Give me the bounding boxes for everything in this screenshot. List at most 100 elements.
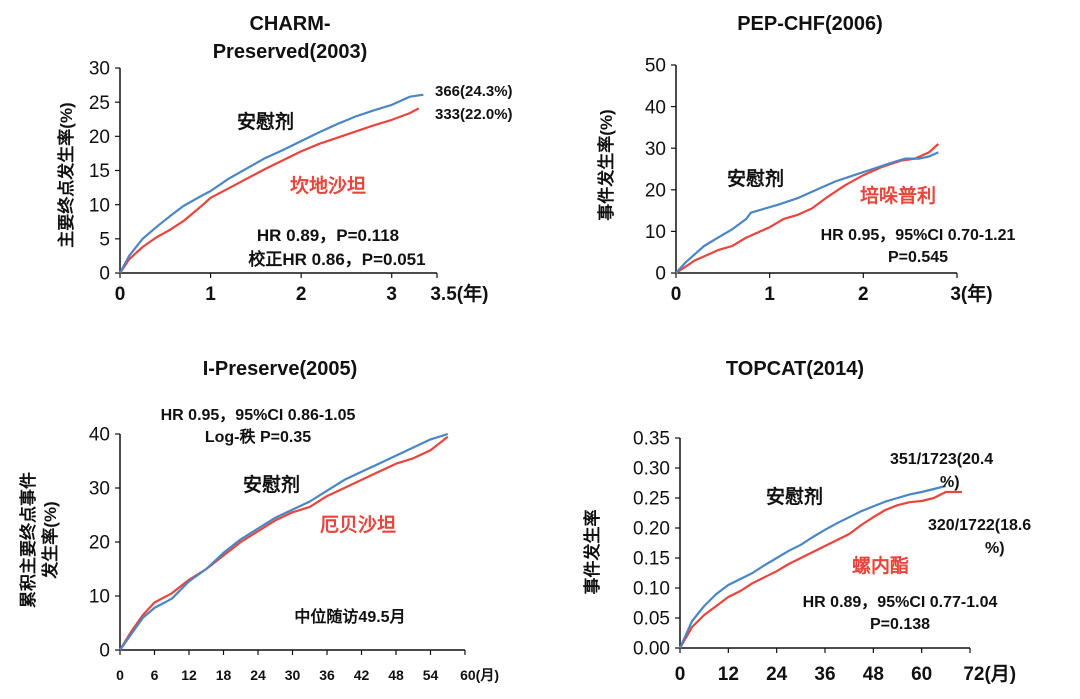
pep-y-tick-label: 40 bbox=[645, 97, 666, 118]
topcat-y-tick-label: 0.25 bbox=[633, 489, 670, 510]
ipreserve-x-tick-label: 12 bbox=[181, 667, 197, 683]
charm-x-tick-label: 1 bbox=[205, 284, 216, 305]
topcat-y-tick-label: 0.30 bbox=[633, 459, 670, 480]
topcat-end-label-placebo-line2: %) bbox=[940, 474, 960, 491]
charm-y-tick-label: 20 bbox=[89, 127, 110, 148]
ipreserve-y-tick-label: 20 bbox=[89, 533, 110, 554]
pep-panel: PEP-CHF(2006) 事件发生率(%) 0 10 20 30 40 50 0 1 2 3(年… bbox=[596, 13, 1015, 305]
topcat-x-tick-label: 24 bbox=[766, 664, 788, 685]
ipreserve-y-tick-label: 10 bbox=[89, 587, 110, 608]
charm-x-tick-label: 3.5(年) bbox=[430, 282, 488, 305]
pep-y-tick-label: 0 bbox=[655, 264, 666, 285]
pep-x-tick-label: 1 bbox=[764, 284, 775, 305]
topcat-p-annotation: P=0.138 bbox=[870, 616, 930, 633]
charm-placebo-line bbox=[119, 93, 424, 274]
charm-placebo-label: 安慰剂 bbox=[237, 110, 294, 133]
charm-title-line2: Preserved(2003) bbox=[213, 41, 368, 63]
pep-title: PEP-CHF(2006) bbox=[737, 13, 883, 35]
charm-x-tick-label: 3 bbox=[386, 284, 397, 305]
topcat-end-label-treatment-line1: 320/1722(18.6 bbox=[928, 517, 1031, 534]
pep-ylabel: 事件发生率(%) bbox=[596, 109, 616, 220]
ipreserve-y-tick-label: 30 bbox=[89, 479, 110, 500]
charm-title-line1: CHARM- bbox=[249, 13, 330, 35]
ipreserve-x-tick-label: 36 bbox=[319, 667, 335, 683]
ipreserve-x-tick-label: 54 bbox=[423, 667, 439, 683]
pep-y-tick-label: 50 bbox=[645, 56, 666, 77]
charm-y-tick-label: 0 bbox=[99, 264, 110, 285]
charm-ylabel: 主要终点发生率(%) bbox=[56, 102, 76, 247]
pep-placebo-line bbox=[675, 151, 939, 274]
charm-adjusted-hr-annotation: 校正HR 0.86，P=0.051 bbox=[248, 249, 425, 269]
ipreserve-y-tick-label: 40 bbox=[89, 425, 110, 446]
topcat-treatment-label: 螺内酯 bbox=[852, 554, 909, 577]
ipreserve-panel: I-Preserve(2005) HR 0.95，95%CI 0.86-1.05… bbox=[18, 358, 499, 683]
ipreserve-x-tick-label: 30 bbox=[285, 667, 301, 683]
charm-end-label-placebo: 366(24.3%) bbox=[435, 83, 513, 100]
pep-plot-area: 0 10 20 30 40 50 0 1 2 3(年) bbox=[645, 56, 993, 305]
topcat-y-tick-label: 0.10 bbox=[633, 579, 670, 600]
charm-y-tick-label: 10 bbox=[89, 195, 110, 216]
charm-treatment-line bbox=[119, 107, 420, 274]
pep-x-tick-label: 0 bbox=[671, 284, 682, 305]
ipreserve-y-tick-label: 0 bbox=[99, 641, 110, 662]
ipreserve-x-tick-label: 6 bbox=[151, 667, 159, 683]
ipreserve-treatment-label: 厄贝沙坦 bbox=[320, 514, 396, 536]
ipreserve-x-tick-label: 24 bbox=[250, 667, 266, 683]
ipreserve-plot-area: 0 10 20 30 40 0 6 12 18 24 30 36 42 48 54 60(月) bbox=[89, 425, 499, 683]
topcat-y-tick-label: 0.20 bbox=[633, 519, 670, 540]
charm-hr-annotation: HR 0.89，P=0.118 bbox=[257, 226, 399, 245]
pep-x-tick-label: 3(年) bbox=[950, 282, 992, 305]
topcat-end-label-treatment-line2: %) bbox=[985, 540, 1005, 557]
pep-treatment-label: 培哚普利 bbox=[860, 184, 936, 207]
ipreserve-ylabel-line1: 累积主要终点事件 bbox=[18, 472, 38, 608]
charm-y-tick-label: 15 bbox=[89, 161, 110, 182]
topcat-x-tick-label: 48 bbox=[863, 664, 884, 685]
ipreserve-ylabel-line2: 发生率(%) bbox=[40, 501, 60, 579]
ipreserve-hr-annotation: HR 0.95，95%CI 0.86-1.05 bbox=[161, 407, 356, 424]
topcat-x-tick-label: 36 bbox=[814, 664, 835, 685]
ipreserve-followup-annotation: 中位随访49.5月 bbox=[294, 607, 405, 626]
charm-treatment-label: 坎地沙坦 bbox=[290, 174, 366, 197]
pep-p-annotation: P=0.545 bbox=[888, 249, 948, 266]
pep-y-tick-label: 20 bbox=[645, 180, 666, 201]
charm-end-label-treatment: 333(22.0%) bbox=[435, 106, 513, 123]
topcat-hr-annotation: HR 0.89，95%CI 0.77-1.04 bbox=[803, 594, 998, 611]
ipreserve-x-tick-label: 18 bbox=[216, 667, 232, 683]
charm-y-tick-label: 25 bbox=[89, 93, 110, 114]
charm-plot-area: 0 5 10 15 20 25 30 0 1 2 3 3.5(年) bbox=[89, 59, 489, 305]
topcat-title: TOPCAT(2014) bbox=[726, 358, 864, 380]
ipreserve-treatment-line bbox=[119, 435, 449, 651]
topcat-treatment-line bbox=[679, 490, 962, 649]
topcat-x-tick-label: 12 bbox=[718, 664, 739, 685]
ipreserve-x-tick-label: 0 bbox=[116, 667, 124, 683]
ipreserve-title: I-Preserve(2005) bbox=[203, 358, 358, 380]
charm-x-tick-label: 2 bbox=[296, 284, 307, 305]
topcat-x-tick-label: 72(月) bbox=[963, 664, 1016, 685]
pep-y-tick-label: 10 bbox=[645, 222, 666, 243]
topcat-end-label-placebo-line1: 351/1723(20.4 bbox=[890, 451, 993, 468]
ipreserve-x-tick-label: 60(月) bbox=[460, 667, 499, 683]
ipreserve-placebo-line bbox=[119, 432, 449, 651]
charm-y-tick-label: 5 bbox=[99, 229, 110, 250]
ipreserve-placebo-label: 安慰剂 bbox=[243, 473, 300, 496]
topcat-y-tick-label: 0.05 bbox=[633, 609, 670, 630]
topcat-x-tick-label: 0 bbox=[675, 664, 686, 685]
topcat-y-tick-label: 0.15 bbox=[633, 549, 670, 570]
topcat-y-tick-label: 0.35 bbox=[633, 429, 670, 450]
topcat-panel: TOPCAT(2014) 事件发生率 0.000.050.100.150.200… bbox=[582, 358, 1031, 685]
charm-x-tick-label: 0 bbox=[115, 284, 126, 305]
topcat-y-tick-label: 0.00 bbox=[633, 639, 670, 660]
charm-y-tick-label: 30 bbox=[89, 59, 110, 80]
ipreserve-x-tick-label: 48 bbox=[388, 667, 404, 683]
topcat-x-tick-label: 60 bbox=[911, 664, 932, 685]
topcat-placebo-label: 安慰剂 bbox=[766, 485, 823, 508]
charm-panel: CHARM- Preserved(2003) 主要终点发生率(%) 051015… bbox=[56, 13, 513, 305]
pep-placebo-label: 安慰剂 bbox=[727, 167, 784, 190]
topcat-placebo-line bbox=[678, 484, 947, 649]
topcat-plot-area: 0.00 0.05 0.10 0.15 0.20 0.25 0.30 0.35 0 12 24 36 4… bbox=[633, 429, 1016, 685]
ipreserve-x-tick-label: 42 bbox=[354, 667, 370, 683]
ipreserve-p-annotation: Log-秩 P=0.35 bbox=[205, 427, 311, 446]
pep-y-tick-label: 30 bbox=[645, 139, 666, 160]
pep-hr-annotation: HR 0.95，95%CI 0.70-1.21 bbox=[821, 227, 1016, 244]
